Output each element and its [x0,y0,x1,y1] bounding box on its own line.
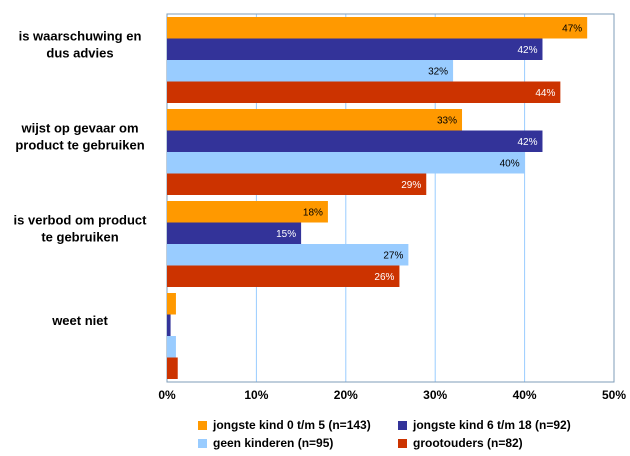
data-label: 33% [437,115,457,126]
bar-1-4 [167,293,176,315]
x-tick-label: 10% [244,388,268,402]
data-label: 27% [383,250,403,261]
data-label: 18% [303,207,323,218]
x-tick-label: 50% [602,388,626,402]
legend-label-series-4: grootouders (n=82) [413,436,523,450]
x-tick-label: 40% [513,388,537,402]
data-label: 26% [374,272,394,283]
bar-4-4 [167,357,178,379]
legend-swatch-series-1 [198,420,207,430]
bar-4-2 [167,173,427,195]
data-label: 42% [517,137,537,148]
x-tick-label: 30% [423,388,447,402]
legend-item-series-2: jongste kind 6 t/m 18 (n=92) [398,418,608,432]
data-label: 47% [562,23,582,34]
bar-4-3 [167,265,400,287]
bar-1-2 [167,109,463,131]
bar-2-4 [167,314,171,336]
bar-1-3 [167,201,328,223]
bar-3-3 [167,244,409,266]
plot-border [166,13,615,383]
data-label: 32% [428,66,448,77]
category-label: weet niet [51,313,108,328]
data-label: 29% [401,180,421,191]
category-label: is waarschuwing en [19,29,142,44]
bar-3-1 [167,60,454,82]
legend-label-series-2: jongste kind 6 t/m 18 (n=92) [413,418,571,432]
legend-item-series-1: jongste kind 0 t/m 5 (n=143) [198,418,398,432]
legend-swatch-series-4 [398,438,407,448]
bar-2-3 [167,222,302,244]
bar-2-1 [167,38,543,60]
category-label: te gebruiken [41,230,118,245]
legend-item-series-4: grootouders (n=82) [398,436,608,450]
x-tick-label: 0% [158,388,176,402]
data-label: 40% [500,158,520,169]
category-label: is verbod om product [14,213,148,228]
category-label: dus advies [46,46,113,61]
legend-swatch-series-3 [198,438,207,448]
legend-item-series-3: geen kinderen (n=95) [198,436,398,450]
legend-label-series-3: geen kinderen (n=95) [213,436,334,450]
x-tick-label: 20% [334,388,358,402]
bar-3-2 [167,152,525,174]
bar-1-1 [167,17,588,39]
legend-label-series-1: jongste kind 0 t/m 5 (n=143) [213,418,371,432]
legend: jongste kind 0 t/m 5 (n=143) jongste kin… [198,416,618,452]
bar-4-1 [167,81,561,103]
category-label: wijst op gevaar om [20,121,138,136]
data-label: 15% [276,229,296,240]
category-label: product te gebruiken [15,138,144,153]
bar-3-4 [167,336,176,358]
legend-swatch-series-2 [398,420,407,430]
bar-2-2 [167,130,543,152]
data-label: 42% [517,45,537,56]
data-label: 44% [535,88,555,99]
